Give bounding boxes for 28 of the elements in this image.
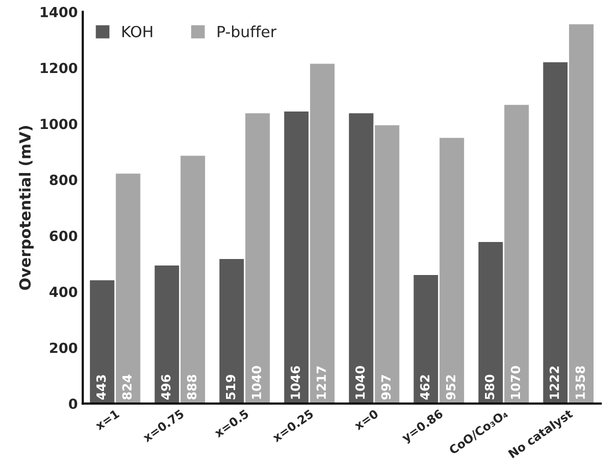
y-tick-label: 200 [50,342,78,354]
data-label: 1040 [355,366,365,399]
data-label: 888 [187,374,196,400]
data-label: 462 [420,375,430,400]
data-label: 1040 [252,366,262,399]
data-label: 580 [484,374,494,400]
data-label: 443 [96,375,106,400]
y-tick-label: 0 [68,398,78,410]
y-tick-label: 1400 [40,6,78,18]
data-label: 1358 [575,366,585,399]
y-tick-label: 800 [50,174,78,186]
data-label: 1070 [510,366,520,399]
data-label: 1217 [316,366,326,399]
data-label: 1222 [550,366,559,399]
data-label: 997 [381,375,391,400]
y-tick-label: 600 [50,230,78,242]
data-label: 824 [122,374,132,400]
y-tick-label: 1000 [40,118,78,130]
data-label: 1046 [290,366,300,399]
y-tick-label: 400 [50,286,78,298]
y-axis-title: Overpotential (mV) [18,126,34,290]
data-label: 952 [446,375,456,400]
data-label: 519 [226,374,236,400]
legend-label: P-buffer [218,26,276,38]
legend-label: KOH [122,26,152,38]
x-tick-label: x=1 [94,409,120,430]
y-tick-label: 1200 [40,62,78,74]
data-label: 496 [161,374,171,400]
